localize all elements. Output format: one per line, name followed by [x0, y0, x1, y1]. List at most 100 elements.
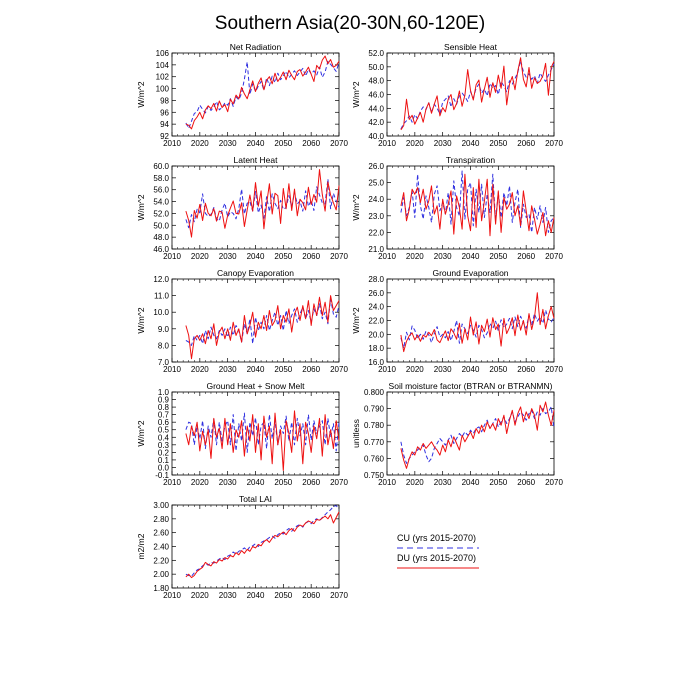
- y-axis-label: W/m^2: [136, 81, 146, 107]
- y-tick-label: 50.0: [368, 63, 384, 72]
- x-tick-label: 2040: [247, 252, 265, 261]
- x-tick-label: 2040: [462, 252, 480, 261]
- x-tick-label: 2010: [163, 365, 181, 374]
- x-tick-label: 2070: [330, 478, 348, 487]
- x-tick-label: 2010: [378, 252, 396, 261]
- y-tick-label: 46.0: [368, 91, 384, 100]
- panel-title: Net Radiation: [230, 42, 282, 52]
- plot-frame: [386, 391, 555, 476]
- y-tick-label: 2.80: [153, 515, 169, 524]
- x-tick-label: 2030: [219, 139, 237, 148]
- x-tick-label: 2010: [163, 591, 181, 600]
- y-tick-label: 26.0: [368, 289, 384, 298]
- y-tick-label: 1.80: [153, 584, 169, 593]
- y-tick-label: 106: [156, 49, 170, 58]
- series-line-du: [185, 55, 340, 130]
- x-tick-label: 2020: [406, 139, 424, 148]
- x-tick-label: 2050: [274, 365, 292, 374]
- series-line-du: [185, 511, 340, 579]
- x-tick-label: 2020: [406, 365, 424, 374]
- y-tick-label: 0.6: [158, 418, 170, 427]
- y-tick-label: 46.0: [153, 245, 169, 254]
- x-tick-label: 2030: [219, 365, 237, 374]
- panel-title: Ground Evaporation: [432, 268, 508, 278]
- y-tick-label: 0.790: [364, 405, 385, 414]
- y-tick-label: 48.0: [368, 77, 384, 86]
- x-tick-label: 2050: [489, 252, 507, 261]
- x-tick-label: 2020: [406, 252, 424, 261]
- x-tick-label: 2030: [219, 591, 237, 600]
- y-tick-label: 100: [156, 85, 170, 94]
- x-tick-label: 2020: [191, 252, 209, 261]
- x-tick-label: 2050: [274, 139, 292, 148]
- x-tick-label: 2030: [219, 252, 237, 261]
- x-tick-label: 2070: [330, 139, 348, 148]
- series-line-du: [400, 401, 555, 469]
- y-tick-label: 26.0: [368, 162, 384, 171]
- x-tick-label: 2040: [462, 139, 480, 148]
- y-tick-label: 0.5: [158, 426, 170, 435]
- series-line-cu: [185, 412, 340, 453]
- y-tick-label: 28.0: [368, 275, 384, 284]
- y-tick-label: 58.0: [153, 174, 169, 183]
- panel-title: Soil moisture factor (BTRAN or BTRANMN): [389, 381, 553, 391]
- legend: CU (yrs 2015-2070) DU (yrs 2015-2070): [397, 533, 479, 569]
- panel-soil-moisture-factor-btran-or-btranmn: 2010 2020 2030 2040 2050 2060 2070 0.750 0.760 0.…: [351, 381, 563, 487]
- series-line-du: [400, 292, 555, 353]
- panel-title: Latent Heat: [234, 155, 279, 165]
- y-tick-label: 54.0: [153, 198, 169, 207]
- x-tick-label: 2070: [330, 365, 348, 374]
- y-tick-label: 52.0: [153, 209, 169, 218]
- plot-frame: [386, 165, 555, 250]
- series-line-cu: [185, 505, 340, 577]
- series-line-du: [185, 169, 340, 238]
- plot-frame: [171, 504, 340, 589]
- y-axis-label: W/m^2: [136, 194, 146, 220]
- y-tick-label: 22.0: [368, 317, 384, 326]
- y-tick-label: 18.0: [368, 344, 384, 353]
- x-tick-label: 2060: [302, 365, 320, 374]
- y-tick-label: 7.0: [158, 358, 170, 367]
- x-tick-label: 2060: [302, 139, 320, 148]
- y-tick-label: 24.0: [368, 195, 384, 204]
- panel-ground-evaporation: 2010 2020 2030 2040 2050 2060 2070 16.0 18.0 20.0…: [351, 268, 563, 374]
- series-line-cu: [185, 298, 340, 346]
- panel-title: Transpiration: [446, 155, 496, 165]
- y-tick-label: 23.0: [368, 212, 384, 221]
- panel-grid: 2010 2020 2030 2040 2050 2060 2070 92 94 96 98 100 1…: [136, 42, 563, 600]
- y-tick-label: 0.3: [158, 441, 170, 450]
- x-tick-label: 2010: [378, 478, 396, 487]
- x-tick-label: 2040: [247, 365, 265, 374]
- series-line-du: [185, 295, 340, 360]
- x-tick-label: 2060: [302, 478, 320, 487]
- panel-total-lai: 2010 2020 2030 2040 2050 2060 2070 1.80 2.00 2.20…: [136, 494, 348, 600]
- y-tick-label: 22.0: [368, 228, 384, 237]
- y-axis-label: W/m^2: [136, 420, 146, 446]
- y-tick-label: 12.0: [153, 275, 169, 284]
- y-tick-label: 42.0: [368, 118, 384, 127]
- x-tick-label: 2010: [163, 252, 181, 261]
- x-tick-label: 2030: [434, 139, 452, 148]
- y-tick-label: 0.750: [364, 471, 385, 480]
- x-tick-label: 2050: [489, 139, 507, 148]
- series-line-cu: [400, 406, 555, 464]
- y-tick-label: 104: [156, 61, 170, 70]
- y-tick-label: 20.0: [368, 330, 384, 339]
- y-tick-label: 60.0: [153, 162, 169, 171]
- x-tick-label: 2030: [434, 365, 452, 374]
- y-tick-label: 48.0: [153, 233, 169, 242]
- x-tick-label: 2060: [302, 252, 320, 261]
- panel-title: Total LAI: [239, 494, 272, 504]
- panel-canopy-evaporation: 2010 2020 2030 2040 2050 2060 2070 7.0 8.0 9.0 10.…: [136, 268, 348, 374]
- y-tick-label: 1.0: [158, 388, 170, 397]
- plot-frame: [171, 52, 340, 137]
- y-axis-label: W/m^2: [136, 307, 146, 333]
- x-tick-label: 2070: [545, 252, 563, 261]
- y-axis-label: W/m^2: [351, 307, 361, 333]
- y-tick-label: 8.0: [158, 341, 170, 350]
- y-tick-label: 24.0: [368, 303, 384, 312]
- y-tick-label: 0.9: [158, 396, 170, 405]
- y-tick-label: 96: [160, 108, 169, 117]
- x-tick-label: 2020: [191, 365, 209, 374]
- y-tick-label: 9.0: [158, 325, 170, 334]
